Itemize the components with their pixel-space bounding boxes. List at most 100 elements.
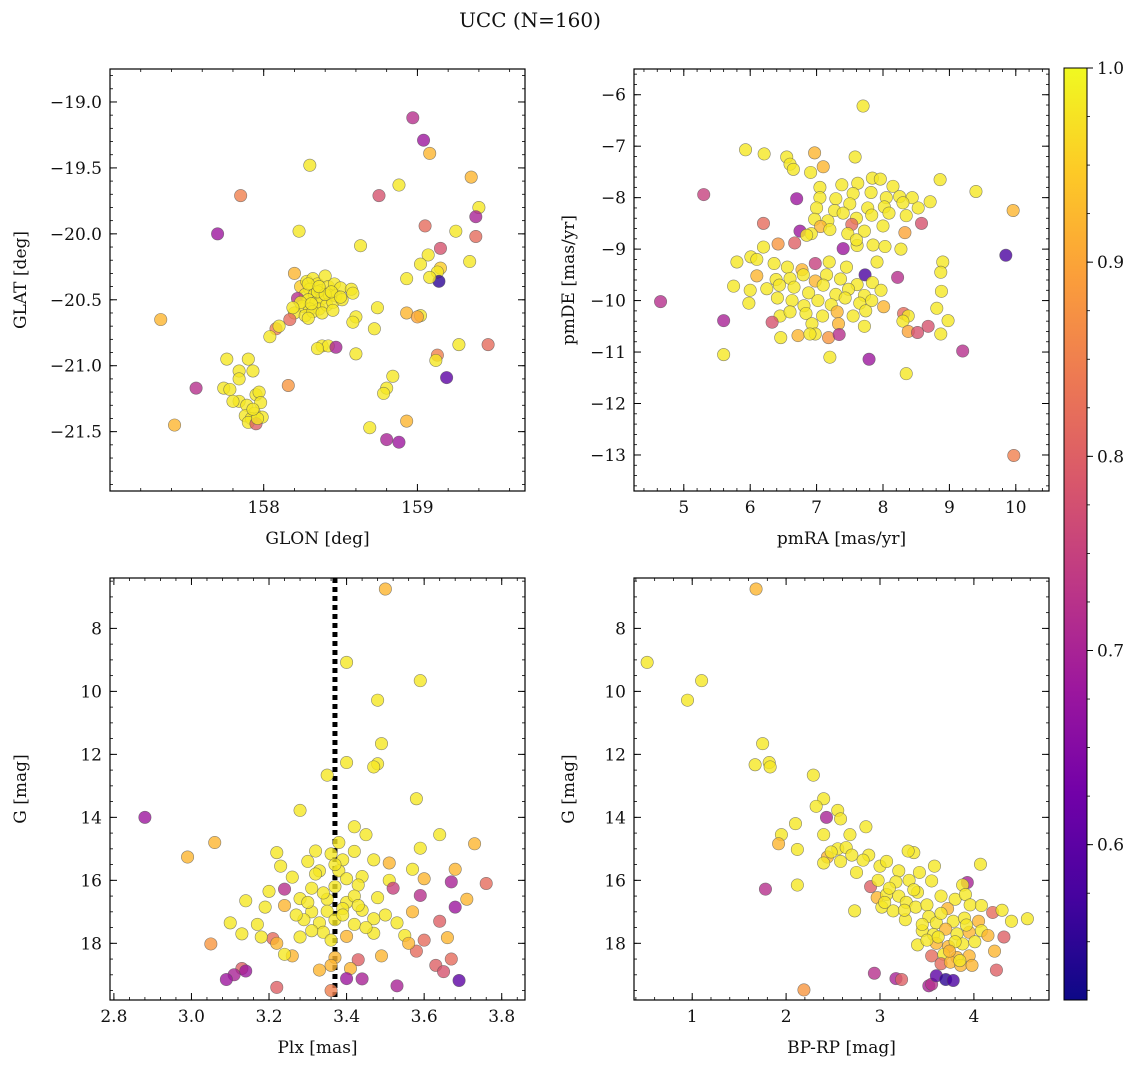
- scatter-point: [925, 874, 939, 888]
- scatter-point: [834, 272, 848, 286]
- scatter-point: [878, 895, 892, 909]
- scatter-point: [138, 810, 152, 824]
- scatter-point: [239, 964, 253, 978]
- scatter-point: [856, 853, 870, 867]
- colorbar: 0.6 0.7 0.8 0.9 1.0: [1063, 59, 1124, 1001]
- x-tick-label: 159: [401, 498, 433, 518]
- scatter-point: [449, 224, 463, 238]
- scatter-point: [340, 756, 354, 770]
- y-tick-label: −20.0: [50, 225, 102, 245]
- scatter-point: [856, 99, 870, 113]
- scatter-point: [250, 917, 264, 931]
- x-tick-label: 158: [247, 498, 279, 518]
- scatter-point: [934, 889, 948, 903]
- y-axis-label: pmDE [mas/yr]: [559, 215, 579, 345]
- scatter-point: [367, 853, 381, 867]
- scatter-point: [354, 239, 368, 253]
- scatter-point: [934, 284, 948, 298]
- scatter-point: [234, 189, 248, 203]
- scatter-point: [843, 197, 857, 211]
- scatter-point: [981, 928, 995, 942]
- scatter-point: [292, 224, 306, 238]
- scatter-point: [934, 265, 948, 279]
- scatter-point: [878, 240, 892, 254]
- scatter-point: [305, 881, 319, 895]
- scatter-point: [241, 352, 255, 366]
- scatter-point: [286, 301, 300, 315]
- x-tick-label: 7: [811, 498, 822, 518]
- scatter-point: [750, 252, 764, 266]
- scatter-point: [808, 257, 822, 271]
- scatter-point: [808, 146, 822, 160]
- scatter-point: [965, 958, 979, 972]
- scatter-point: [429, 353, 443, 367]
- x-tick-label: 3: [875, 1007, 886, 1027]
- scatter-point: [423, 270, 437, 284]
- scatter-point: [363, 421, 377, 435]
- scatter-point: [920, 933, 934, 947]
- scatter-point: [390, 979, 404, 993]
- scatter-point: [469, 229, 483, 243]
- y-axis-label: G [mag]: [11, 754, 31, 823]
- scatter-point: [730, 255, 744, 269]
- scatter-point: [392, 435, 406, 449]
- panel-pmra-pmde: 5 6 7 8 9 10 −6 −7 −8 −9 −10 −11 −12 −13 pmRA [mas/yr]…: [559, 68, 1050, 549]
- scatter-point: [359, 921, 373, 935]
- scatter-point: [378, 908, 392, 922]
- y-tick-label: −12: [590, 395, 626, 415]
- scatter-point: [859, 820, 873, 834]
- scatter-point: [880, 854, 894, 868]
- scatter-point: [787, 280, 801, 294]
- scatter-point: [312, 963, 326, 977]
- y-tick-label: 18: [604, 934, 626, 954]
- scatter-point: [452, 338, 466, 352]
- scatter-point: [410, 310, 424, 324]
- scatter-point: [332, 836, 346, 850]
- scatter-point: [262, 884, 276, 898]
- colorbar-tick-label: 0.7: [1097, 642, 1124, 662]
- y-tick-label: −10: [590, 292, 626, 312]
- scatter-point: [848, 904, 862, 918]
- y-tick-label: −19.5: [50, 159, 102, 179]
- scatter-point: [289, 908, 303, 922]
- scatter-point: [864, 186, 878, 200]
- x-tick-label: 2: [781, 1007, 792, 1027]
- scatter-point: [324, 933, 338, 947]
- scatter-point: [370, 301, 384, 315]
- y-tick-label: 14: [604, 808, 626, 828]
- scatter-point: [800, 228, 814, 242]
- scatter-point: [386, 881, 400, 895]
- x-axis-label: pmRA [mas/yr]: [777, 529, 906, 549]
- scatter-point: [463, 255, 477, 269]
- scatter-point: [413, 257, 427, 271]
- scatter-point: [931, 930, 945, 944]
- scatter-point: [933, 173, 947, 187]
- scatter-point: [223, 916, 237, 930]
- scatter-point: [448, 900, 462, 914]
- scatter-point: [896, 196, 910, 210]
- scatter-point: [444, 952, 458, 966]
- scatter-point: [848, 150, 862, 164]
- scatter-point: [956, 344, 970, 358]
- scatter-point: [895, 973, 909, 987]
- scatter-point: [246, 364, 260, 378]
- scatter-point: [654, 295, 668, 309]
- scatter-point: [901, 844, 915, 858]
- y-tick-label: −19.0: [50, 93, 102, 113]
- y-tick-label: 18: [80, 934, 102, 954]
- scatter-point: [168, 418, 182, 432]
- scatter-point: [760, 282, 774, 296]
- scatter-point: [309, 844, 323, 858]
- scatter-point: [832, 317, 846, 331]
- axes-frame: [109, 577, 526, 1001]
- colorbar-tick-label: 0.6: [1097, 836, 1124, 856]
- scatter-point: [756, 240, 770, 254]
- scatter-point: [882, 206, 896, 220]
- scatter-point: [811, 294, 825, 308]
- axes-frame: [633, 577, 1050, 1001]
- scatter-point: [995, 903, 1009, 917]
- x-tick-label: 3.4: [333, 1007, 360, 1027]
- scatter-point: [896, 314, 910, 328]
- scatter-point: [823, 350, 837, 364]
